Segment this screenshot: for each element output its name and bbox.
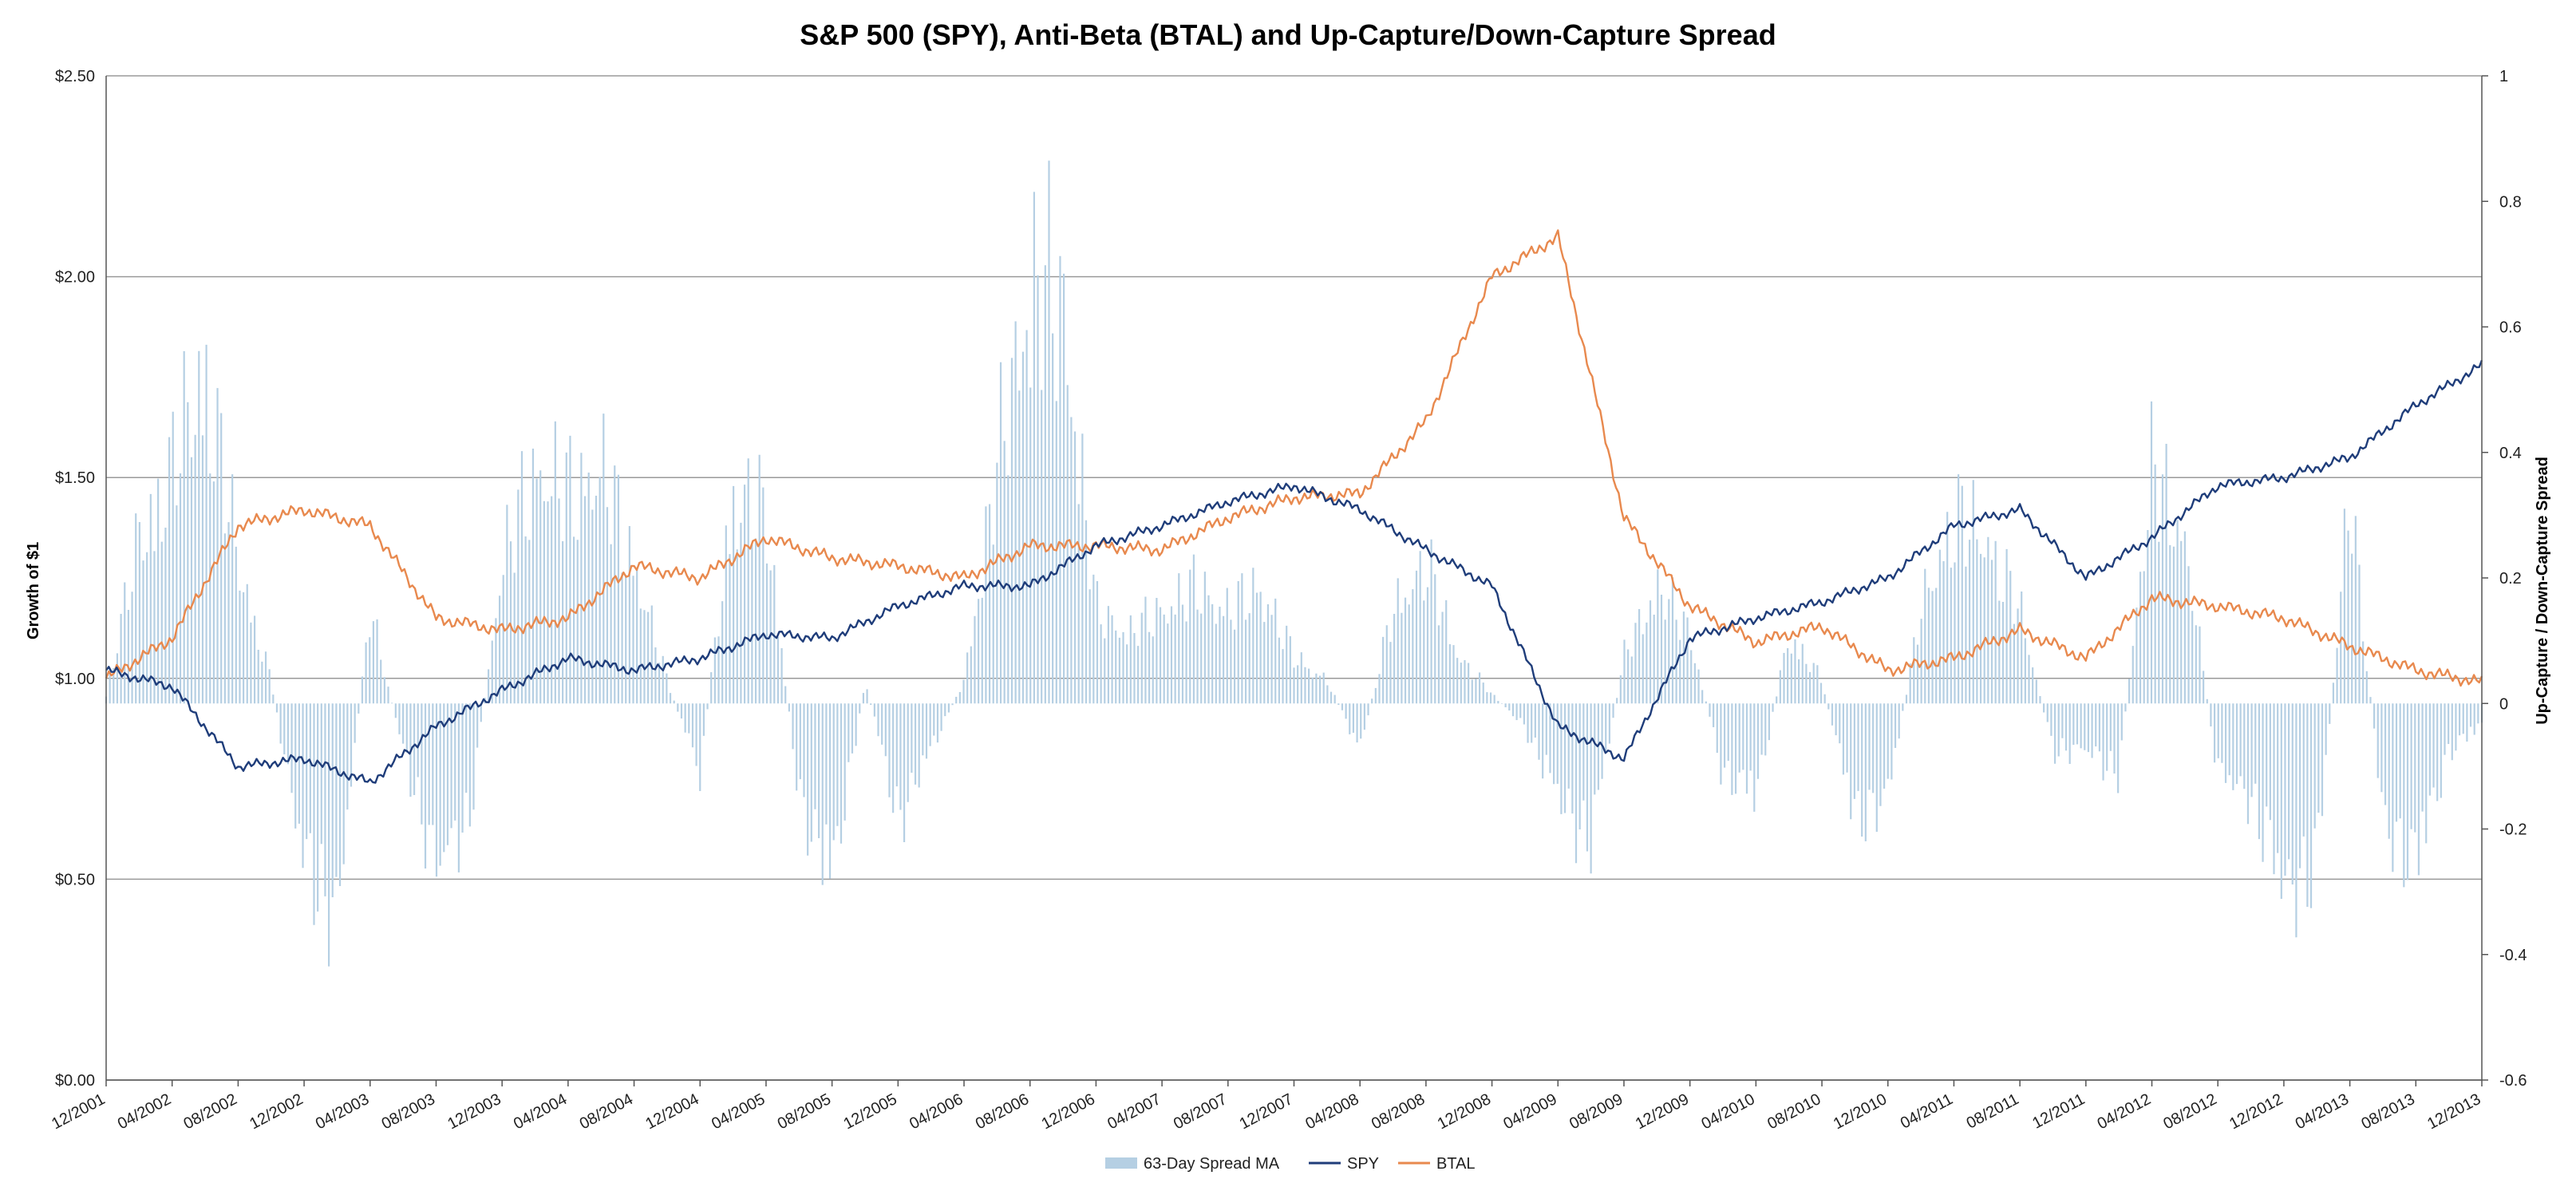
x-tick-label: 04/2003	[313, 1090, 372, 1133]
chart-title: S&P 500 (SPY), Anti-Beta (BTAL) and Up-C…	[800, 18, 1776, 51]
y2-tick-label: 0.6	[2499, 319, 2522, 337]
x-tick-label: 08/2008	[1369, 1090, 1428, 1133]
x-tick-label: 04/2008	[1302, 1090, 1361, 1133]
x-tick-label: 12/2008	[1435, 1090, 1494, 1133]
spread-bars	[105, 160, 2483, 967]
x-tick-label: 04/2013	[2293, 1090, 2352, 1133]
x-tick-label: 12/2009	[1633, 1090, 1692, 1133]
x-tick-label: 08/2009	[1567, 1090, 1626, 1133]
x-tick-label: 08/2012	[2160, 1090, 2219, 1133]
x-tick-label: 08/2010	[1764, 1090, 1823, 1133]
btal-line	[105, 229, 2483, 687]
x-tick-label: 12/2005	[841, 1090, 900, 1133]
y-tick-label: $0.50	[55, 871, 95, 888]
series-lines	[105, 229, 2483, 784]
x-tick-label: 08/2007	[1171, 1090, 1230, 1133]
x-tick-label: 12/2011	[2029, 1090, 2088, 1133]
y-tick-label: $1.00	[55, 671, 95, 688]
legend-spread-label: 63-Day Spread MA	[1144, 1155, 1280, 1173]
y2-tick-label: -0.4	[2499, 947, 2527, 964]
x-tick-label: 04/2009	[1500, 1090, 1559, 1133]
x-tick-label: 08/2013	[2358, 1090, 2417, 1133]
y2-tick-label: 0.8	[2499, 193, 2522, 211]
x-tick-label: 08/2003	[379, 1090, 438, 1133]
y2-tick-label: -0.2	[2499, 821, 2527, 839]
y-axis-label: Growth of $1	[25, 542, 42, 639]
x-tick-label: 08/2005	[775, 1090, 834, 1133]
y2-tick-label: 1	[2499, 68, 2508, 85]
x-tick-label: 12/2012	[2226, 1090, 2286, 1133]
x-tick-label: 08/2002	[181, 1090, 240, 1133]
y2-tick-label: 0.2	[2499, 570, 2522, 588]
y-tick-label: $2.50	[55, 68, 95, 85]
x-tick-label: 12/2001	[49, 1090, 108, 1133]
x-tick-label: 04/2011	[1898, 1090, 1956, 1133]
x-tick-label: 08/2004	[577, 1090, 636, 1133]
x-tick-label: 12/2010	[1831, 1090, 1890, 1133]
x-tick-label: 12/2004	[642, 1090, 701, 1133]
legend: 63-Day Spread MA SPY BTAL	[1105, 1155, 1476, 1173]
y2-tick-label: 0.4	[2499, 445, 2522, 462]
x-tick-label: 04/2005	[709, 1090, 768, 1133]
legend-btal-label: BTAL	[1436, 1155, 1476, 1173]
x-tick-label: 04/2006	[907, 1090, 966, 1133]
spy-line	[105, 359, 2483, 784]
x-tick-label: 12/2007	[1237, 1090, 1296, 1133]
x-tick-label: 04/2007	[1104, 1090, 1164, 1133]
y2-axis-label: Up-Capture / Down-Capture Spread	[2534, 457, 2551, 725]
x-tick-label: 12/2003	[444, 1090, 504, 1133]
x-tick-label: 04/2012	[2095, 1090, 2154, 1133]
x-tick-label: 04/2004	[511, 1090, 570, 1133]
y2-tick-label: -0.6	[2499, 1072, 2527, 1090]
x-tick-label: 08/2011	[1964, 1090, 2022, 1133]
y-tick-label: $0.00	[55, 1072, 95, 1090]
x-tick-label: 12/2002	[247, 1090, 306, 1133]
x-tick-label: 12/2006	[1039, 1090, 1098, 1133]
x-tick-label: 04/2010	[1699, 1090, 1758, 1133]
x-tick-label: 12/2013	[2424, 1090, 2483, 1133]
x-tick-label: 08/2006	[973, 1090, 1032, 1133]
legend-spy-label: SPY	[1347, 1155, 1379, 1173]
gridlines	[106, 75, 2482, 1081]
x-tick-label: 04/2002	[115, 1090, 174, 1133]
y-tick-label: $1.50	[55, 469, 95, 487]
y-tick-label: $2.00	[55, 269, 95, 287]
legend-spread-swatch	[1105, 1157, 1137, 1169]
y2-tick-label: 0	[2499, 695, 2508, 713]
